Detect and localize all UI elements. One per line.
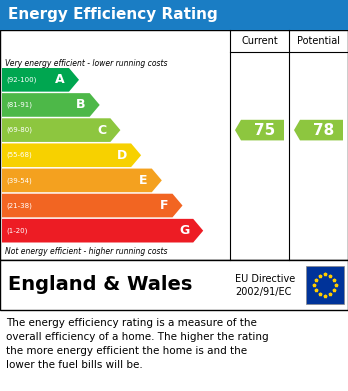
Polygon shape: [294, 120, 343, 140]
Text: Energy Efficiency Rating: Energy Efficiency Rating: [8, 7, 218, 23]
Text: B: B: [76, 99, 86, 111]
Text: 78: 78: [313, 123, 334, 138]
Text: (55-68): (55-68): [6, 152, 32, 158]
Text: E: E: [139, 174, 148, 187]
Text: (81-91): (81-91): [6, 102, 32, 108]
Text: G: G: [179, 224, 189, 237]
Text: Potential: Potential: [297, 36, 340, 46]
Polygon shape: [2, 169, 162, 192]
Polygon shape: [2, 118, 120, 142]
Text: Not energy efficient - higher running costs: Not energy efficient - higher running co…: [5, 248, 167, 256]
Text: (1-20): (1-20): [6, 228, 27, 234]
Polygon shape: [2, 219, 203, 242]
Text: Current: Current: [241, 36, 278, 46]
Bar: [306, 266, 344, 304]
Text: C: C: [97, 124, 106, 136]
Text: F: F: [160, 199, 168, 212]
Text: Very energy efficient - lower running costs: Very energy efficient - lower running co…: [5, 59, 167, 68]
Text: (69-80): (69-80): [6, 127, 32, 133]
Text: England & Wales: England & Wales: [8, 276, 192, 294]
Text: (21-38): (21-38): [6, 202, 32, 209]
Text: (92-100): (92-100): [6, 77, 37, 83]
Polygon shape: [2, 143, 141, 167]
Text: 2002/91/EC: 2002/91/EC: [235, 287, 291, 298]
Polygon shape: [2, 194, 182, 217]
Polygon shape: [235, 120, 284, 140]
Text: The energy efficiency rating is a measure of the
overall efficiency of a home. T: The energy efficiency rating is a measur…: [6, 318, 269, 370]
Bar: [0, 30, 348, 260]
Text: A: A: [55, 74, 65, 86]
Polygon shape: [2, 68, 79, 91]
Bar: [0, 0, 348, 30]
Text: EU Directive: EU Directive: [235, 274, 295, 284]
Text: D: D: [117, 149, 127, 162]
Text: (39-54): (39-54): [6, 177, 32, 184]
Bar: [0, 260, 348, 310]
Polygon shape: [2, 93, 100, 117]
Text: 75: 75: [254, 123, 275, 138]
